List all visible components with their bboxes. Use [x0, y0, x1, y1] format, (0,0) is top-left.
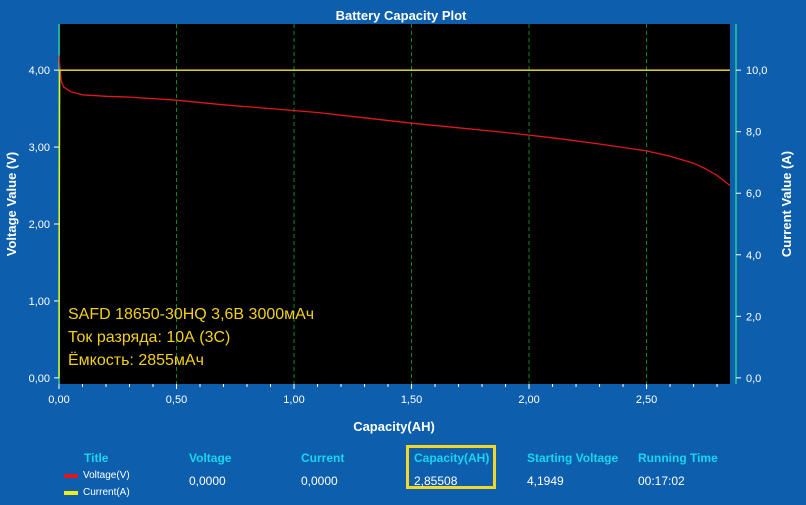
running-time-header: Running Time [638, 451, 718, 465]
battery-capacity-chart: Battery Capacity Plot 0,00 0,50 1,00 1,50 2,… [4, 8, 794, 434]
voltage-swatch [64, 473, 78, 478]
starting-voltage-header: Starting Voltage [527, 451, 619, 465]
y2-tick-label: 4,0 [746, 250, 761, 262]
capacity-highlight-box [406, 445, 496, 489]
current-value: 0,0000 [301, 474, 338, 488]
annotation-line-2: Ток разряда: 10А (3С) [68, 329, 230, 346]
y2-tick-label: 2,0 [746, 311, 761, 323]
axis-ticks: 0,00 0,50 1,00 1,50 2,00 2,50 0,00 1,00 2,00 3,00… [29, 65, 768, 406]
series-lines [58, 55, 731, 378]
capacity-header: Capacity(AH) [414, 451, 490, 465]
y-axis-label: Voltage Value (V) [4, 152, 19, 257]
legend-label-voltage: Voltage(V) [83, 470, 130, 481]
y2-tick-label: 10,0 [746, 65, 767, 77]
plot-area [59, 24, 730, 384]
y-tick-label: 0,00 [29, 373, 50, 385]
legend-title-header: Title [84, 451, 109, 465]
y2-tick-label: 0,0 [746, 373, 761, 385]
y2-axis-label: Current Value (A) [779, 151, 794, 257]
current-swatch [64, 490, 78, 495]
annotation-line-3: Ёмкость: 2855мАч [68, 351, 204, 369]
y-tick-label: 4,00 [29, 65, 50, 77]
legend-label-current: Current(A) [83, 487, 130, 498]
capacity-value: 2,85508 [414, 474, 458, 488]
current-series-line [58, 69, 730, 378]
chart-title: Battery Capacity Plot [336, 8, 467, 23]
legend-item-current: Current(A) [64, 487, 130, 498]
x-tick-label: 1,00 [283, 394, 304, 406]
legend-panel: Title Voltage(V) Current(A) Voltage 0,00… [0, 440, 806, 505]
grid-lines [176, 24, 648, 384]
annotation-block: SAFD 18650-30HQ 3,6В 3000мАч Ток разряда… [68, 306, 314, 369]
running-time-value: 00:17:02 [638, 474, 685, 488]
y-tick-label: 1,00 [29, 296, 50, 308]
y-tick-label: 3,00 [29, 142, 50, 154]
voltage-value: 0,0000 [189, 474, 226, 488]
x-axis-label: Capacity(AH) [353, 419, 435, 434]
y-tick-label: 2,00 [29, 219, 50, 231]
x-tick-label: 1,50 [401, 394, 422, 406]
x-tick-label: 2,00 [518, 394, 539, 406]
x-tick-label: 2,50 [636, 394, 657, 406]
annotation-line-1: SAFD 18650-30HQ 3,6В 3000мАч [68, 306, 314, 323]
voltage-series-line [58, 55, 731, 187]
y2-tick-label: 6,0 [746, 188, 761, 200]
x-tick-label: 0,50 [166, 394, 187, 406]
voltage-header: Voltage [189, 451, 232, 465]
current-header: Current [301, 451, 345, 465]
x-tick-label: 0,00 [48, 394, 69, 406]
legend-item-voltage: Voltage(V) [64, 470, 130, 481]
y2-tick-label: 8,0 [746, 127, 761, 139]
starting-voltage-value: 4,1949 [527, 474, 564, 488]
